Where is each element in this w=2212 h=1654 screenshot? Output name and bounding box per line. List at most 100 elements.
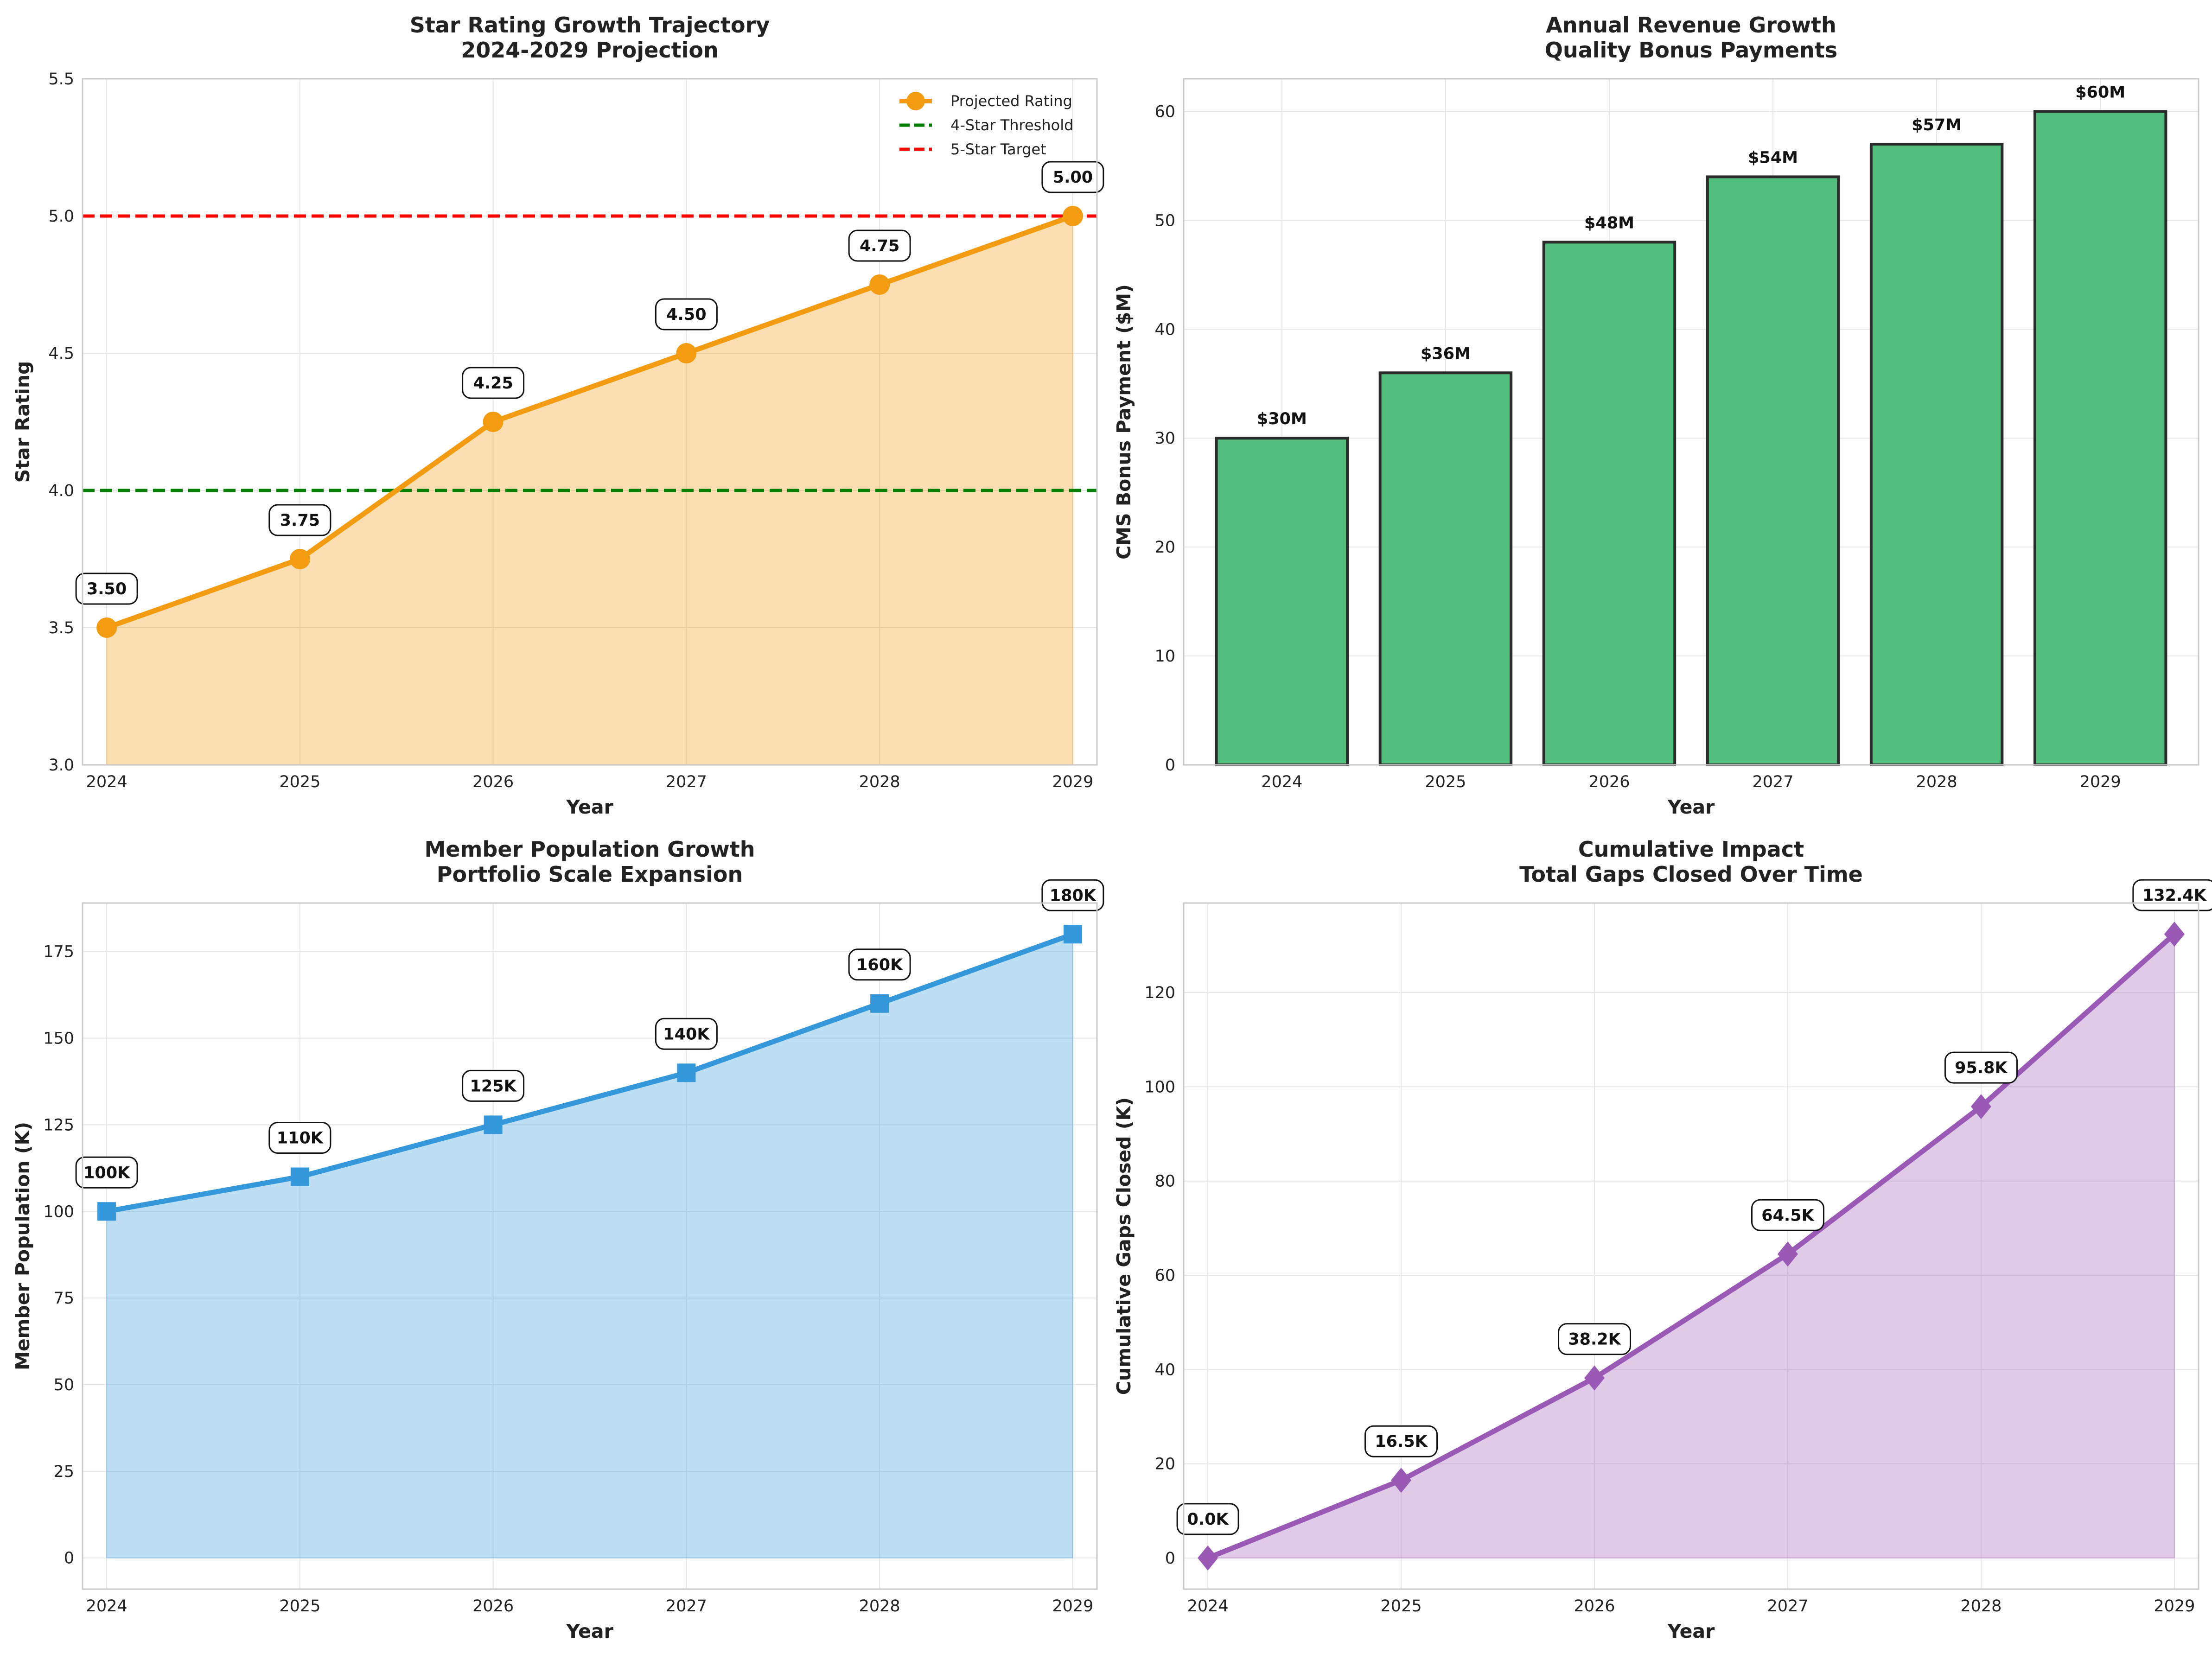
gaps-point (1970, 1094, 1991, 1120)
revenue-xtick-label: 2025 (1425, 773, 1466, 791)
gaps-xtick-label: 2028 (1960, 1597, 2002, 1616)
revenue-bar (2033, 110, 2167, 766)
star-ytick-label: 3.5 (48, 619, 74, 637)
gaps-grid (1184, 903, 2199, 1589)
revenue-bar (1869, 142, 2004, 766)
revenue-ytick-label: 60 (1154, 102, 1175, 121)
gaps-point-label: 95.8K (1955, 1059, 2008, 1077)
members-point-label: 125K (470, 1077, 517, 1095)
gaps-point-label: 0.0K (1187, 1510, 1230, 1529)
members-title-line: Portfolio Scale Expansion (437, 862, 743, 887)
star-point-label-box (462, 367, 525, 399)
gaps-point (2164, 922, 2185, 947)
gaps-point-label-box (1364, 1425, 1438, 1457)
revenue-ytick-label: 50 (1154, 211, 1175, 230)
revenue-title-line: Quality Bonus Payments (1545, 38, 1837, 63)
revenue-bar (1542, 241, 1677, 766)
gaps-xlabel: Year (1667, 1620, 1715, 1642)
members-point-label: 100K (83, 1164, 131, 1182)
members-point-label: 140K (663, 1025, 710, 1043)
star-ytick-label: 4.5 (48, 344, 74, 363)
legend-entry-label: 5-Star Target (950, 140, 1046, 158)
star-xtick-label: 2025 (279, 773, 320, 791)
star-point-label-box (75, 573, 138, 605)
members-ytick-label: 175 (43, 943, 74, 961)
star-point-label-box (655, 298, 718, 331)
gaps-ytick-label: 80 (1154, 1172, 1175, 1191)
star-point-label-box (268, 504, 331, 536)
gaps-point-label: 16.5K (1375, 1432, 1428, 1451)
members-point-label-box (268, 1122, 331, 1154)
revenue-xtick-label: 2029 (2080, 773, 2121, 791)
gaps-xtick-label: 2029 (2154, 1597, 2195, 1616)
revenue-bar (1378, 371, 1513, 766)
members-point-label-box (655, 1018, 718, 1050)
members-frame (82, 902, 1098, 1590)
members-point (484, 1115, 503, 1134)
star-xtick-label: 2026 (472, 773, 514, 791)
members-point (1063, 925, 1082, 944)
star-point-label: 4.50 (666, 305, 706, 324)
star-frame (82, 78, 1098, 766)
revenue-ytick-label: 30 (1154, 429, 1175, 448)
revenue-ylabel: CMS Bonus Payment ($M) (1113, 284, 1135, 560)
revenue-bar-label: $54M (1748, 148, 1798, 167)
gaps-point (1391, 1468, 1412, 1493)
members-point (97, 1202, 116, 1221)
gaps-ytick-label: 40 (1154, 1361, 1175, 1379)
members-ytick-label: 150 (43, 1030, 74, 1048)
star-xtick-label: 2027 (666, 773, 707, 791)
star-point-label-box (848, 229, 911, 262)
gaps-area (1207, 933, 2175, 1559)
star-title-line: 2024-2029 Projection (461, 38, 719, 63)
star-ylabel: Star Rating (12, 361, 34, 483)
revenue-bar (1215, 437, 1349, 766)
star-point (1062, 206, 1083, 226)
members-ytick-label: 125 (43, 1116, 74, 1134)
star-ytick-label: 5.0 (48, 207, 74, 226)
revenue-xtick-label: 2028 (1916, 773, 1957, 791)
star-xtick-label: 2029 (1052, 773, 1093, 791)
revenue-xtick-label: 2026 (1588, 773, 1630, 791)
members-ytick-label: 0 (64, 1549, 74, 1568)
revenue-xtick-label: 2024 (1261, 773, 1302, 791)
star-point-label: 4.25 (473, 374, 513, 393)
star-series-line (106, 213, 1074, 630)
revenue-bar-label: $30M (1257, 410, 1307, 428)
gaps-xtick-label: 2026 (1574, 1597, 1615, 1616)
star-title-line: Star Rating Growth Trajectory (410, 13, 770, 38)
members-xtick-label: 2026 (472, 1597, 514, 1616)
revenue-xlabel: Year (1667, 796, 1715, 818)
gaps-frame (1183, 902, 2199, 1590)
members-xtick-label: 2025 (279, 1597, 320, 1616)
members-point-label-box (848, 948, 911, 981)
star-point-label-box (1041, 161, 1104, 193)
members-area (106, 933, 1073, 1559)
star-point (483, 412, 504, 432)
gaps-ylabel: Cumulative Gaps Closed (K) (1113, 1097, 1135, 1395)
gaps-title-line: Total Gaps Closed Over Time (1519, 862, 1863, 887)
members-xtick-label: 2029 (1052, 1597, 1093, 1616)
members-xlabel: Year (566, 1620, 613, 1642)
legend-series-marker (906, 92, 925, 110)
members-ytick-label: 100 (43, 1202, 74, 1221)
revenue-bar-label: $48M (1584, 214, 1634, 232)
members-ylabel: Member Population (K) (12, 1122, 34, 1370)
members-xtick-label: 2028 (859, 1597, 900, 1616)
gaps-point-label: 132.4K (2142, 886, 2207, 905)
star-point (869, 274, 890, 295)
members-grid (83, 903, 1097, 1589)
members-series-line (106, 932, 1074, 1214)
members-ytick-label: 50 (53, 1376, 74, 1394)
gaps-ytick-label: 100 (1144, 1078, 1175, 1096)
gaps-point-label-box (1176, 1503, 1239, 1535)
members-point-label: 110K (277, 1129, 324, 1148)
members-xtick-label: 2027 (666, 1597, 707, 1616)
gaps-ytick-label: 20 (1154, 1455, 1175, 1474)
legend-entry-label: Projected Rating (950, 92, 1072, 110)
